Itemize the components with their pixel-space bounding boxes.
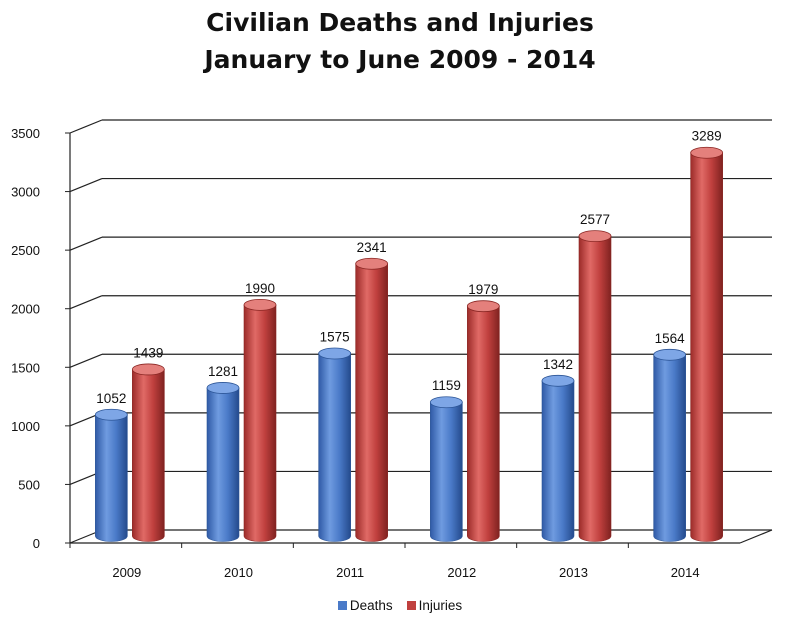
x-tick-label: 2010 bbox=[224, 565, 253, 580]
legend-item-deaths: Deaths bbox=[337, 598, 393, 613]
data-label-injuries: 2341 bbox=[357, 240, 387, 255]
x-tick-label: 2012 bbox=[447, 565, 476, 580]
chart-subtitle: January to June 2009 - 2014 bbox=[204, 45, 596, 74]
bar-deaths-2014 bbox=[653, 348, 687, 542]
y-tick-label: 3500 bbox=[11, 126, 40, 141]
legend-swatch-injuries bbox=[406, 601, 416, 610]
bar-deaths-2013 bbox=[541, 374, 575, 542]
bar-deaths-2009 bbox=[94, 408, 128, 542]
data-label-deaths: 1281 bbox=[208, 364, 238, 379]
bar-body bbox=[243, 304, 277, 542]
y-tick-label: 3000 bbox=[11, 185, 40, 200]
bar-injuries-2012 bbox=[466, 300, 500, 542]
bar-deaths-2012 bbox=[429, 396, 463, 542]
bar-body bbox=[318, 353, 351, 542]
bar-top bbox=[429, 396, 463, 409]
bar-injuries-2009 bbox=[131, 363, 165, 542]
bar-top bbox=[318, 347, 352, 360]
data-label-deaths: 1564 bbox=[655, 331, 686, 346]
bar-deaths-2011 bbox=[318, 347, 352, 542]
y-tick-label: 1500 bbox=[11, 360, 40, 375]
bar-body bbox=[541, 380, 575, 542]
bar-body bbox=[578, 235, 612, 542]
bar-body bbox=[355, 263, 388, 542]
bar-top bbox=[466, 300, 500, 313]
grid-diag-1500 bbox=[69, 353, 103, 368]
data-label-injuries: 1439 bbox=[133, 345, 163, 360]
bar-injuries-2010 bbox=[243, 298, 277, 542]
bar-body bbox=[467, 305, 500, 542]
y-tick-label: 2000 bbox=[11, 302, 40, 317]
bar-top bbox=[131, 363, 165, 376]
grid-diag-3500 bbox=[69, 119, 103, 134]
data-label-deaths: 1575 bbox=[320, 330, 350, 345]
x-tick-label: 2014 bbox=[671, 565, 700, 580]
chart-title: Civilian Deaths and Injuries bbox=[206, 8, 594, 37]
data-label-injuries: 1979 bbox=[468, 282, 498, 297]
bar-top bbox=[541, 374, 575, 387]
bar-top bbox=[653, 348, 687, 361]
data-label-injuries: 3289 bbox=[692, 129, 722, 144]
data-label-deaths: 1159 bbox=[432, 378, 461, 393]
bar-injuries-2013 bbox=[578, 230, 612, 542]
y-tick-label: 500 bbox=[18, 477, 40, 492]
data-label-deaths: 1342 bbox=[543, 357, 573, 372]
legend: Deaths Injuries bbox=[0, 598, 800, 613]
grid-diag-2500 bbox=[69, 236, 103, 251]
grid-diag-3000 bbox=[69, 178, 103, 193]
grid-diag-2000 bbox=[69, 295, 103, 310]
bar-body bbox=[430, 401, 463, 542]
legend-swatch-deaths bbox=[337, 601, 347, 610]
y-tick-label: 1000 bbox=[11, 419, 40, 434]
bar-body bbox=[132, 369, 165, 542]
data-label-injuries: 1990 bbox=[245, 281, 275, 296]
data-label-injuries: 2577 bbox=[580, 212, 610, 227]
bar-body bbox=[653, 354, 686, 542]
data-label-deaths: 1052 bbox=[96, 391, 126, 406]
y-tick-label: 2500 bbox=[11, 243, 40, 258]
bar-injuries-2014 bbox=[690, 146, 724, 542]
x-tick-label: 2009 bbox=[112, 565, 141, 580]
bar-top bbox=[690, 146, 724, 159]
y-tick-label: 0 bbox=[33, 536, 40, 551]
bar-top bbox=[243, 298, 277, 311]
bar-body bbox=[206, 387, 240, 542]
x-tick-label: 2011 bbox=[336, 565, 364, 580]
floor-right-edge bbox=[739, 529, 773, 544]
legend-label-injuries: Injuries bbox=[418, 598, 463, 613]
bar-top bbox=[578, 230, 612, 243]
x-tick-label: 2013 bbox=[559, 565, 588, 580]
bar-top bbox=[94, 408, 128, 421]
bar-top bbox=[206, 382, 240, 394]
bar-top bbox=[355, 257, 389, 270]
bar-body bbox=[95, 414, 128, 542]
legend-item-injuries: Injuries bbox=[406, 598, 463, 613]
bar-deaths-2010 bbox=[206, 382, 240, 542]
bar-body bbox=[690, 152, 723, 542]
bar-injuries-2011 bbox=[355, 257, 389, 542]
legend-label-deaths: Deaths bbox=[349, 598, 393, 613]
